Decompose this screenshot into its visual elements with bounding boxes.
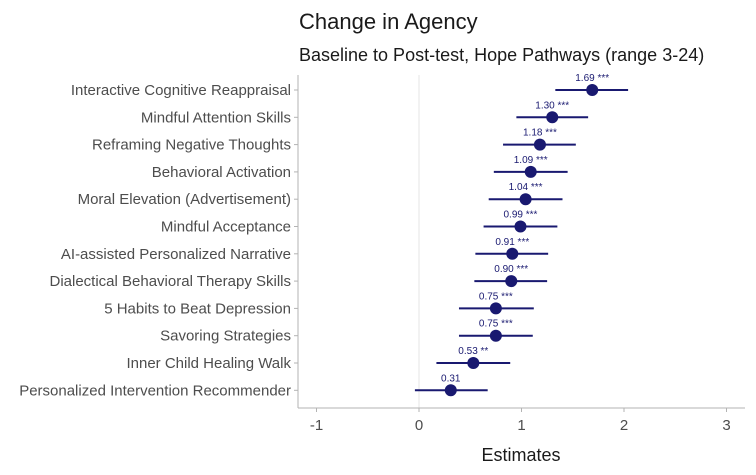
- estimate-point: [444, 384, 457, 397]
- estimate-label: 0.90 ***: [494, 264, 528, 275]
- estimate-label: 0.75 ***: [479, 319, 513, 330]
- estimate-point: [506, 247, 519, 260]
- estimate-label: 1.69 ***: [575, 73, 609, 84]
- x-tick-label: 2: [620, 417, 628, 434]
- category-label: Interactive Cognitive Reappraisal: [71, 82, 291, 99]
- category-label: Reframing Negative Thoughts: [92, 137, 291, 154]
- estimate-label: 1.04 ***: [509, 182, 543, 193]
- estimate-point: [467, 357, 480, 369]
- category-label: 5 Habits to Beat Depression: [104, 300, 291, 317]
- estimate-point: [533, 138, 546, 151]
- estimate-point: [524, 165, 537, 178]
- category-label: Inner Child Healing Walk: [126, 355, 291, 372]
- x-axis-ticks: -1 0 1 2 3: [310, 408, 731, 434]
- estimate-label: 0.75 ***: [479, 291, 513, 302]
- x-tick-label: 0: [415, 417, 423, 434]
- estimate-marks: 1.69 *** 1.30 *** 1.18 *** 1.09 *** 1.04 ***…: [414, 73, 629, 397]
- chart-subtitle: Baseline to Post-test, Hope Pathways (ra…: [299, 45, 704, 65]
- y-axis-category-labels: Interactive Cognitive Reappraisal Mindful…: [19, 82, 298, 399]
- estimate-point: [514, 220, 527, 233]
- estimate-point: [489, 302, 502, 315]
- estimate-label: 1.18 ***: [523, 128, 557, 139]
- estimate-point: [586, 84, 599, 96]
- estimate-point: [546, 111, 559, 124]
- plot-area: -1 0 1 2 3 Interactive Cognitive Reappraisal…: [19, 73, 745, 434]
- chart-title: Change in Agency: [299, 9, 478, 34]
- x-tick-label: -1: [310, 417, 323, 434]
- x-tick-label: 3: [722, 417, 730, 434]
- estimate-point: [505, 275, 518, 288]
- estimate-label: 1.30 ***: [535, 100, 569, 111]
- category-label: Dialectical Behavioral Therapy Skills: [50, 273, 292, 290]
- x-tick-label: 1: [517, 417, 525, 434]
- category-label: Mindful Acceptance: [161, 219, 291, 236]
- estimate-point: [489, 329, 502, 342]
- category-label: Mindful Attention Skills: [141, 109, 291, 126]
- category-label: Personalized Intervention Recommender: [19, 382, 291, 399]
- estimate-point: [519, 193, 532, 206]
- x-axis-title: Estimates: [481, 445, 560, 465]
- category-label: AI-assisted Personalized Narrative: [61, 246, 291, 263]
- estimate-label: 0.53 **: [458, 346, 488, 357]
- estimate-label: 0.99 ***: [504, 210, 538, 221]
- category-label: Moral Elevation (Advertisement): [78, 191, 291, 208]
- estimate-label: 0.91 ***: [495, 237, 529, 248]
- category-label: Behavioral Activation: [152, 164, 291, 181]
- estimate-label: 1.09 ***: [514, 155, 548, 166]
- category-label: Savoring Strategies: [160, 328, 291, 345]
- estimate-label: 0.31: [441, 373, 461, 384]
